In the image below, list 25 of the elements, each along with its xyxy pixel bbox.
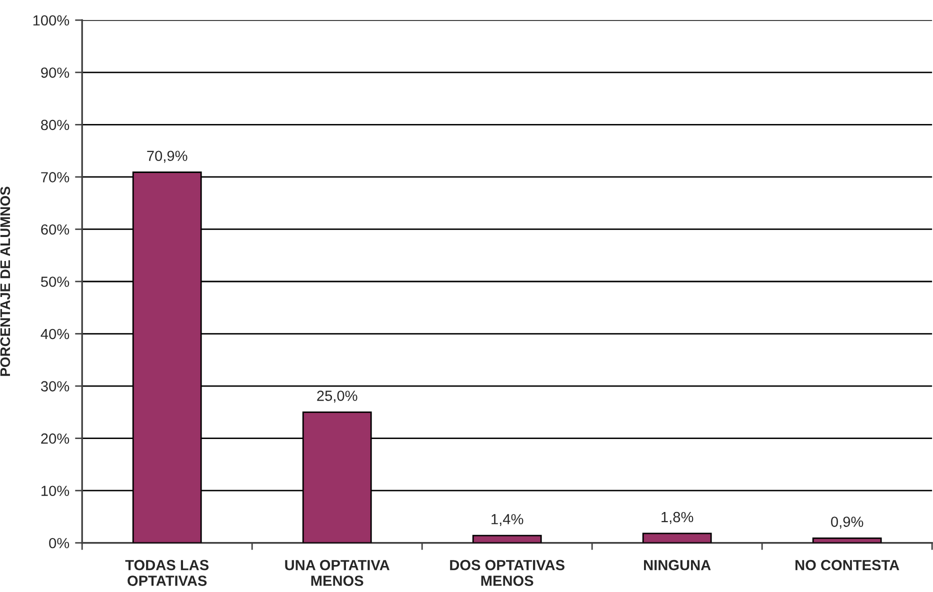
y-tick-label: 100% [33, 15, 70, 26]
y-tick-label: 80% [41, 120, 70, 130]
data-label: 1,8% [662, 512, 694, 524]
y-tick-label: 60% [41, 224, 70, 235]
bar [472, 534, 542, 543]
x-tick-label: NINGUNA [644, 560, 711, 570]
y-tick-label: 50% [41, 276, 70, 287]
data-label: 0,9% [831, 516, 864, 529]
data-label: 1,4% [492, 514, 524, 526]
x-tick-label: UNA OPTATIVA MENOS [285, 560, 390, 586]
y-tick-label: 20% [41, 433, 70, 444]
data-label: 70,9% [147, 150, 188, 163]
y-tick-label: 40% [40, 328, 70, 340]
x-tick-label: NO CONTESTA [796, 560, 900, 570]
y-axis-title: PORCENTAJE DE ALUMNOS [0, 186, 10, 376]
bar [812, 537, 882, 543]
x-tick-label: TODAS LAS OPTATIVAS [125, 560, 209, 586]
y-tick-label: 90% [41, 68, 70, 78]
y-tick-label: 0% [49, 538, 70, 548]
bar [642, 532, 712, 543]
data-label: 25,0% [317, 390, 358, 403]
y-tick-label: 30% [40, 381, 70, 392]
y-tick-label: 10% [42, 486, 70, 496]
x-tick-label: DOS OPTATIVAS MENOS [450, 560, 564, 586]
y-tick-label: 70% [41, 172, 70, 182]
